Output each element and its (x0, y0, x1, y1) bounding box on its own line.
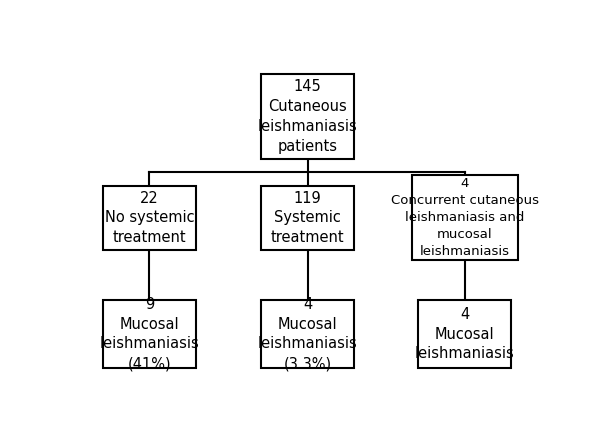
FancyBboxPatch shape (103, 300, 196, 368)
FancyBboxPatch shape (418, 300, 511, 368)
Text: 4
Mucosal
leishmaniasis: 4 Mucosal leishmaniasis (415, 307, 515, 361)
Text: 119
Systemic
treatment: 119 Systemic treatment (271, 190, 344, 245)
FancyBboxPatch shape (412, 176, 518, 261)
FancyBboxPatch shape (261, 186, 354, 250)
FancyBboxPatch shape (261, 300, 354, 368)
Text: 9
Mucosal
leishmaniasis
(41%): 9 Mucosal leishmaniasis (41%) (100, 297, 199, 371)
Text: 145
Cutaneous
leishmaniasis
patients: 145 Cutaneous leishmaniasis patients (257, 79, 358, 154)
Text: 4
Mucosal
leishmaniasis
(3.3%): 4 Mucosal leishmaniasis (3.3%) (257, 297, 358, 371)
Text: 22
No systemic
treatment: 22 No systemic treatment (104, 190, 194, 245)
FancyBboxPatch shape (261, 74, 354, 159)
FancyBboxPatch shape (103, 186, 196, 250)
Text: 4
Concurrent cutaneous
leishmaniasis and
mucosal
leishmaniasis: 4 Concurrent cutaneous leishmaniasis and… (391, 177, 539, 258)
